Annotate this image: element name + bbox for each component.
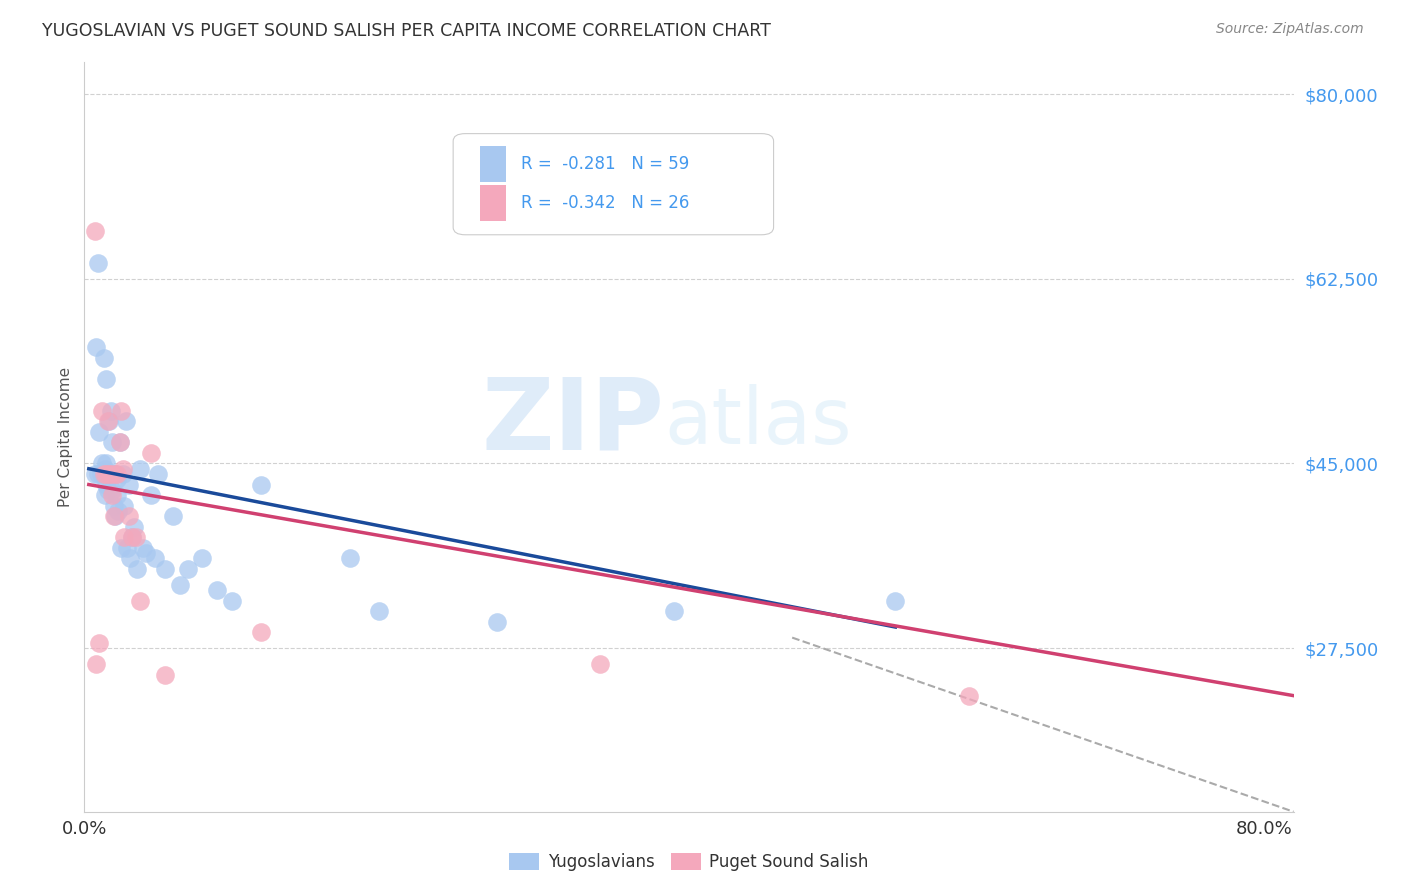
Point bbox=[486, 615, 509, 629]
Point bbox=[121, 530, 143, 544]
Point bbox=[105, 488, 128, 502]
Point bbox=[93, 351, 115, 365]
Text: ZIP: ZIP bbox=[482, 374, 665, 471]
Point bbox=[589, 657, 612, 671]
FancyBboxPatch shape bbox=[479, 146, 506, 182]
Text: atlas: atlas bbox=[665, 384, 852, 460]
Point bbox=[176, 562, 198, 576]
Point bbox=[94, 461, 117, 475]
Point bbox=[221, 593, 243, 607]
Point bbox=[125, 530, 148, 544]
Point bbox=[339, 551, 361, 566]
FancyBboxPatch shape bbox=[479, 186, 506, 221]
Text: Source: ZipAtlas.com: Source: ZipAtlas.com bbox=[1216, 22, 1364, 37]
Point bbox=[96, 372, 118, 386]
Point bbox=[120, 551, 142, 566]
Text: YUGOSLAVIAN VS PUGET SOUND SALISH PER CAPITA INCOME CORRELATION CHART: YUGOSLAVIAN VS PUGET SOUND SALISH PER CA… bbox=[42, 22, 770, 40]
Point bbox=[108, 435, 131, 450]
Point bbox=[97, 467, 120, 481]
Point bbox=[127, 562, 149, 576]
Legend: Yugoslavians, Puget Sound Salish: Yugoslavians, Puget Sound Salish bbox=[509, 853, 869, 871]
Point bbox=[104, 509, 127, 524]
Point bbox=[112, 530, 135, 544]
Point bbox=[97, 414, 120, 428]
Point bbox=[129, 461, 152, 475]
Point bbox=[117, 509, 139, 524]
Point bbox=[250, 477, 273, 491]
Point bbox=[368, 604, 391, 618]
Point bbox=[162, 509, 184, 524]
Point bbox=[101, 488, 124, 502]
Point bbox=[104, 467, 127, 481]
Point bbox=[98, 467, 121, 481]
Point bbox=[86, 256, 108, 270]
Point bbox=[96, 467, 118, 481]
Point bbox=[86, 467, 108, 481]
Point bbox=[100, 467, 122, 481]
Point bbox=[103, 509, 125, 524]
Point bbox=[105, 467, 128, 481]
Point bbox=[884, 593, 907, 607]
Point bbox=[111, 467, 134, 481]
FancyBboxPatch shape bbox=[453, 134, 773, 235]
Point bbox=[94, 488, 117, 502]
Point bbox=[139, 488, 162, 502]
Point bbox=[114, 414, 136, 428]
Point bbox=[87, 636, 110, 650]
Point bbox=[108, 435, 131, 450]
Point bbox=[110, 403, 132, 417]
Point bbox=[957, 689, 980, 703]
Point bbox=[96, 477, 118, 491]
Point bbox=[91, 403, 114, 417]
Point bbox=[135, 546, 157, 560]
Point bbox=[93, 467, 115, 481]
Point bbox=[205, 583, 228, 598]
Point bbox=[110, 541, 132, 555]
Point bbox=[105, 472, 128, 486]
Point bbox=[121, 530, 143, 544]
Point bbox=[101, 483, 124, 497]
Point bbox=[112, 499, 135, 513]
Point bbox=[169, 578, 191, 592]
Point bbox=[143, 551, 166, 566]
Point bbox=[84, 340, 107, 354]
Point bbox=[103, 467, 125, 481]
Point bbox=[100, 403, 122, 417]
Point bbox=[84, 657, 107, 671]
Point bbox=[101, 435, 124, 450]
Point bbox=[146, 467, 169, 481]
Point bbox=[91, 457, 114, 471]
Point bbox=[129, 593, 152, 607]
Point bbox=[83, 224, 105, 238]
Point bbox=[111, 461, 134, 475]
Point bbox=[117, 477, 139, 491]
Point bbox=[97, 483, 120, 497]
Point bbox=[191, 551, 214, 566]
Point bbox=[98, 467, 121, 481]
Point bbox=[87, 425, 110, 439]
Point bbox=[132, 541, 155, 555]
Point bbox=[98, 414, 121, 428]
Text: R =  -0.342   N = 26: R = -0.342 N = 26 bbox=[520, 194, 689, 212]
Y-axis label: Per Capita Income: Per Capita Income bbox=[58, 367, 73, 508]
Point bbox=[100, 467, 122, 481]
Point bbox=[103, 499, 125, 513]
Point bbox=[664, 604, 686, 618]
Point bbox=[96, 457, 118, 471]
Point bbox=[107, 504, 129, 518]
Point bbox=[93, 467, 115, 481]
Point bbox=[155, 562, 177, 576]
Point bbox=[104, 467, 127, 481]
Point bbox=[115, 541, 138, 555]
Point bbox=[250, 625, 273, 640]
Point bbox=[83, 467, 105, 481]
Point bbox=[90, 467, 112, 481]
Point bbox=[155, 667, 177, 681]
Point bbox=[139, 446, 162, 460]
Text: R =  -0.281   N = 59: R = -0.281 N = 59 bbox=[520, 155, 689, 173]
Point bbox=[124, 520, 146, 534]
